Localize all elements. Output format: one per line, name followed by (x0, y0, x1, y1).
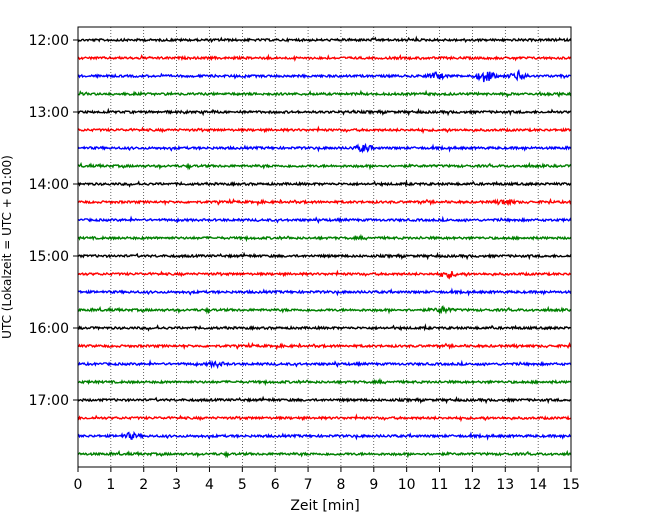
x-tick-label: 3 (172, 477, 181, 493)
x-tick-label: 5 (238, 477, 247, 493)
trace-line (77, 449, 572, 459)
trace-line (77, 107, 572, 117)
trace-line (77, 395, 572, 405)
x-tick-label: 10 (398, 477, 416, 493)
y-tick-label: 14:00 (29, 177, 69, 193)
trace-line (77, 430, 572, 441)
y-tick-label: 13:00 (29, 105, 69, 121)
x-tick-label: 0 (74, 477, 83, 493)
x-tick-label: 15 (562, 477, 580, 493)
x-tick-label: 7 (304, 477, 313, 493)
trace-line (77, 161, 572, 171)
x-axis-label: Zeit [min] (290, 498, 359, 514)
x-tick-label: 1 (106, 477, 115, 493)
trace-line (77, 323, 572, 332)
trace-line (77, 359, 572, 370)
trace-line (77, 269, 572, 280)
x-tick-label: 12 (463, 477, 481, 493)
y-axis-label: UTC (Lokalzeit = UTC + 01:00) (0, 155, 14, 339)
trace-line (77, 125, 572, 135)
grid-lines (110, 27, 539, 467)
x-tick-label: 9 (369, 477, 378, 493)
plot-frame (77, 26, 572, 468)
trace-line (77, 287, 572, 297)
trace-line (77, 251, 572, 261)
trace-line (77, 53, 572, 62)
y-tick-label: 17:00 (29, 393, 69, 409)
trace-group (77, 35, 572, 459)
x-tick-label: 11 (431, 477, 449, 493)
trace-line (77, 341, 572, 351)
trace-line (77, 413, 572, 423)
x-tick-label: 4 (205, 477, 214, 493)
x-axis: 0 1 2 3 4 5 6 7 8 9 10 11 12 13 14 15 (74, 467, 580, 493)
x-tick-label: 2 (139, 477, 148, 493)
trace-line (77, 197, 572, 207)
trace-line (77, 142, 572, 154)
x-tick-label: 8 (336, 477, 345, 493)
trace-line (77, 179, 572, 188)
y-tick-label: 15:00 (29, 249, 69, 265)
x-tick-label: 13 (496, 477, 514, 493)
trace-line (77, 68, 572, 83)
y-tick-label: 12:00 (29, 33, 69, 49)
y-axis: 12:00 13:00 14:00 15:00 16:00 17:00 (29, 33, 78, 409)
x-tick-label: 6 (271, 477, 280, 493)
trace-line (77, 377, 572, 387)
trace-line (77, 215, 572, 225)
trace-line (77, 233, 572, 243)
trace-line (77, 89, 572, 99)
trace-line (77, 305, 572, 316)
trace-line (77, 35, 572, 43)
x-tick-label: 14 (529, 477, 547, 493)
y-tick-label: 16:00 (29, 321, 69, 337)
